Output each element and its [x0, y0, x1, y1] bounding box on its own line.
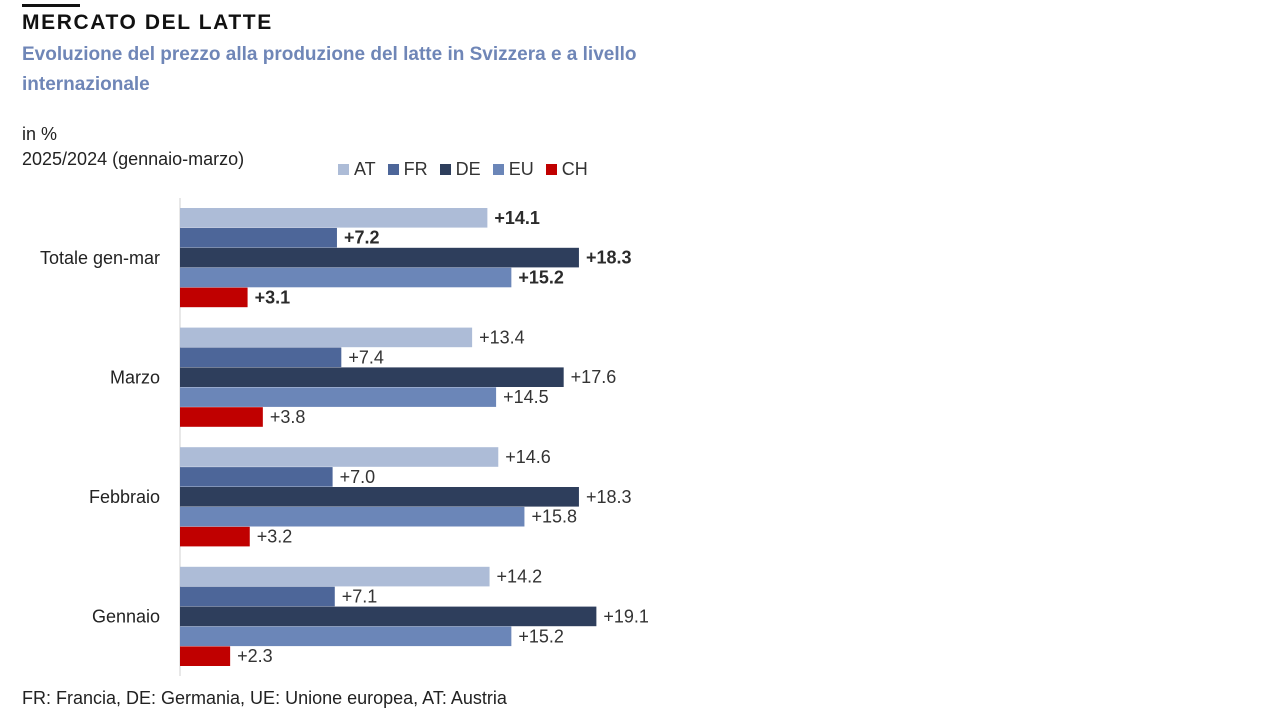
data-label: +15.8 [531, 507, 577, 527]
bar-at [180, 447, 499, 467]
footnote: FR: Francia, DE: Germania, UE: Unione eu… [22, 688, 507, 708]
bar-eu [180, 267, 512, 288]
data-label: +14.1 [494, 208, 540, 228]
bar-at [180, 566, 490, 587]
bar-eu [180, 387, 497, 407]
bar-ch [180, 646, 231, 666]
legend-label: DE [455, 158, 481, 179]
bar-de [180, 487, 579, 507]
legend-label: AT [354, 158, 376, 179]
data-label: +17.6 [571, 367, 617, 387]
legend-swatch [338, 163, 349, 175]
data-label: +14.5 [503, 387, 549, 407]
legend-item-ch: CH [545, 158, 588, 180]
data-label: +3.1 [255, 287, 291, 307]
legend-swatch [545, 163, 557, 175]
legend: AT FR DE EU CH [338, 157, 588, 181]
legend-swatch [492, 163, 504, 175]
category-label: Totale gen-mar [40, 248, 160, 268]
data-label: +7.4 [348, 347, 384, 367]
bar-fr [180, 467, 333, 487]
data-label: +18.3 [586, 487, 632, 507]
legend-item-eu: EU [492, 158, 534, 180]
bar-eu [180, 506, 525, 527]
bar-ch [180, 407, 263, 427]
bar-de [180, 606, 597, 627]
data-label: +7.0 [340, 467, 376, 487]
data-label: +3.8 [270, 407, 306, 427]
bar-ch [180, 287, 248, 308]
legend-swatch [439, 163, 451, 175]
data-label: +18.3 [586, 248, 632, 268]
data-label: +14.6 [505, 447, 551, 467]
unit-line-2: 2025/2024 (gennaio-marzo) [22, 149, 245, 169]
legend-item-de: DE [439, 158, 481, 180]
bar-at [180, 208, 488, 228]
bar-fr [180, 227, 337, 248]
category-label: Marzo [110, 367, 160, 387]
legend-swatch [387, 163, 399, 175]
legend-item-fr: FR [387, 158, 428, 180]
bar-ch [180, 526, 250, 547]
chart-subtitle: Evoluzione del prezzo alla produzione de… [22, 44, 637, 95]
title-rule [22, 4, 80, 7]
data-label: +15.2 [518, 268, 564, 288]
bar-fr [180, 347, 342, 368]
data-label: +7.2 [344, 228, 380, 248]
data-label: +14.2 [497, 567, 543, 587]
unit-note: in % 2025/2024 (gennaio-marzo) [22, 122, 244, 172]
bar-eu [180, 626, 512, 647]
bar-fr [180, 586, 335, 607]
data-label: +19.1 [603, 606, 649, 626]
data-label: +15.2 [518, 626, 564, 646]
chart-kicker: MERCATO DEL LATTE [22, 11, 273, 34]
bar-de [180, 247, 579, 268]
bar-de [180, 367, 564, 387]
category-label: Gennaio [92, 607, 160, 627]
legend-item-at: AT [338, 159, 376, 180]
data-label: +3.2 [257, 527, 293, 547]
data-label: +13.4 [479, 327, 525, 347]
unit-line-1: in % [22, 124, 58, 144]
category-label: Febbraio [89, 487, 160, 507]
data-label: +2.3 [237, 646, 273, 666]
legend-label: FR [403, 158, 428, 179]
legend-label: EU [508, 158, 534, 179]
legend-label: CH [561, 158, 588, 179]
bar-at [180, 327, 473, 348]
data-label: +7.1 [342, 587, 378, 607]
